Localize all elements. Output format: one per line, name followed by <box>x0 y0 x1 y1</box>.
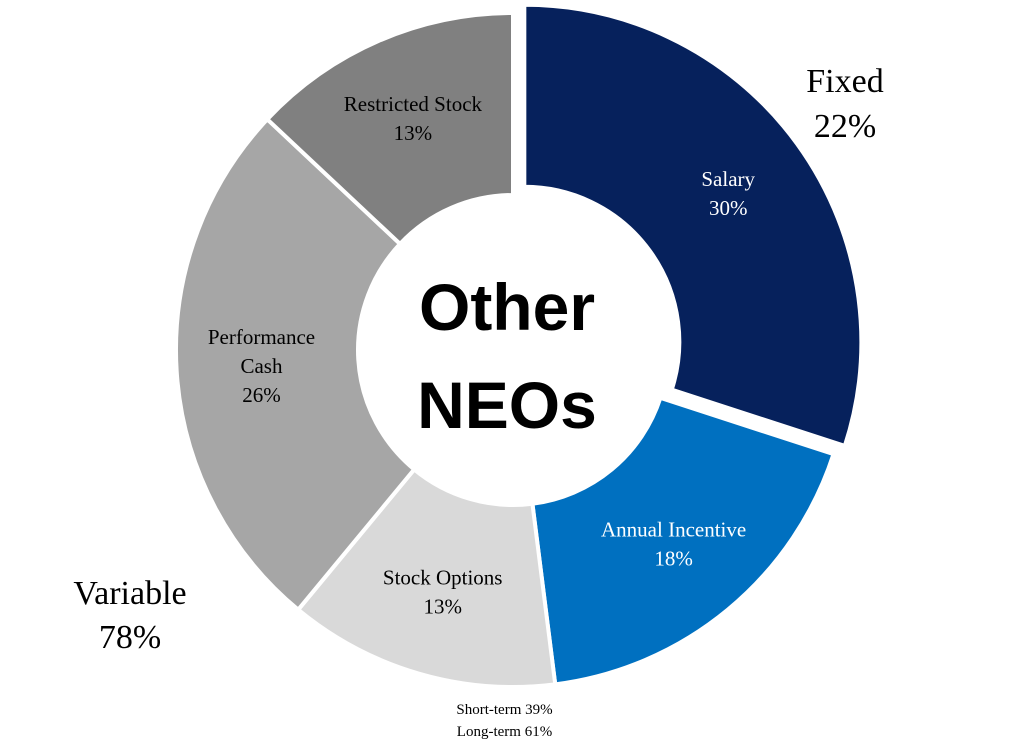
slice-0 <box>522 2 864 448</box>
slice-label-1-line-0: Annual Incentive <box>601 518 746 542</box>
slice-label-0-line-0: Salary <box>701 167 755 191</box>
slice-label-3-line-2: 26% <box>242 383 281 407</box>
slice-label-3-line-1: Cash <box>240 354 283 378</box>
slice-labels: Salary 30% Annual Incentive 18% Stock Option… <box>208 92 756 618</box>
chart-title-line-2: NEOs <box>417 368 597 442</box>
chart-title-line-1: Other <box>419 270 595 344</box>
slice-1 <box>530 395 836 687</box>
group-variable-value: 78% <box>99 619 161 656</box>
slice-label-4-line-0: Restricted Stock <box>344 92 483 116</box>
group-label-variable: Variable 78% <box>73 575 186 656</box>
slice-4 <box>265 11 515 246</box>
slice-label-4-line-1: 13% <box>394 121 433 145</box>
slice-label-3-line-0: Performance <box>208 325 315 349</box>
slice-label-0: Salary 30% <box>701 167 755 220</box>
group-fixed-value: 22% <box>814 108 876 145</box>
term-split-note: Short-term 39% Long-term 61% <box>0 699 1009 743</box>
slice-label-2: Stock Options 13% <box>383 565 503 618</box>
slice-2 <box>296 467 558 689</box>
slice-label-3: Performance Cash 26% <box>208 325 315 407</box>
slice-label-1-line-1: 18% <box>654 547 693 571</box>
group-variable-name: Variable <box>73 575 186 612</box>
slice-label-2-line-1: 13% <box>423 594 462 618</box>
group-label-fixed: Fixed 22% <box>806 63 883 145</box>
slice-3 <box>174 117 417 612</box>
donut-slices <box>174 2 864 689</box>
short-term-note: Short-term 39% <box>456 702 553 718</box>
slice-label-0-line-1: 30% <box>709 196 748 220</box>
slice-label-2-line-0: Stock Options <box>383 565 503 589</box>
group-fixed-name: Fixed <box>806 63 883 100</box>
long-term-note: Long-term 61% <box>456 724 553 740</box>
slice-label-1: Annual Incentive 18% <box>601 518 746 571</box>
slice-label-4: Restricted Stock 13% <box>344 92 483 145</box>
